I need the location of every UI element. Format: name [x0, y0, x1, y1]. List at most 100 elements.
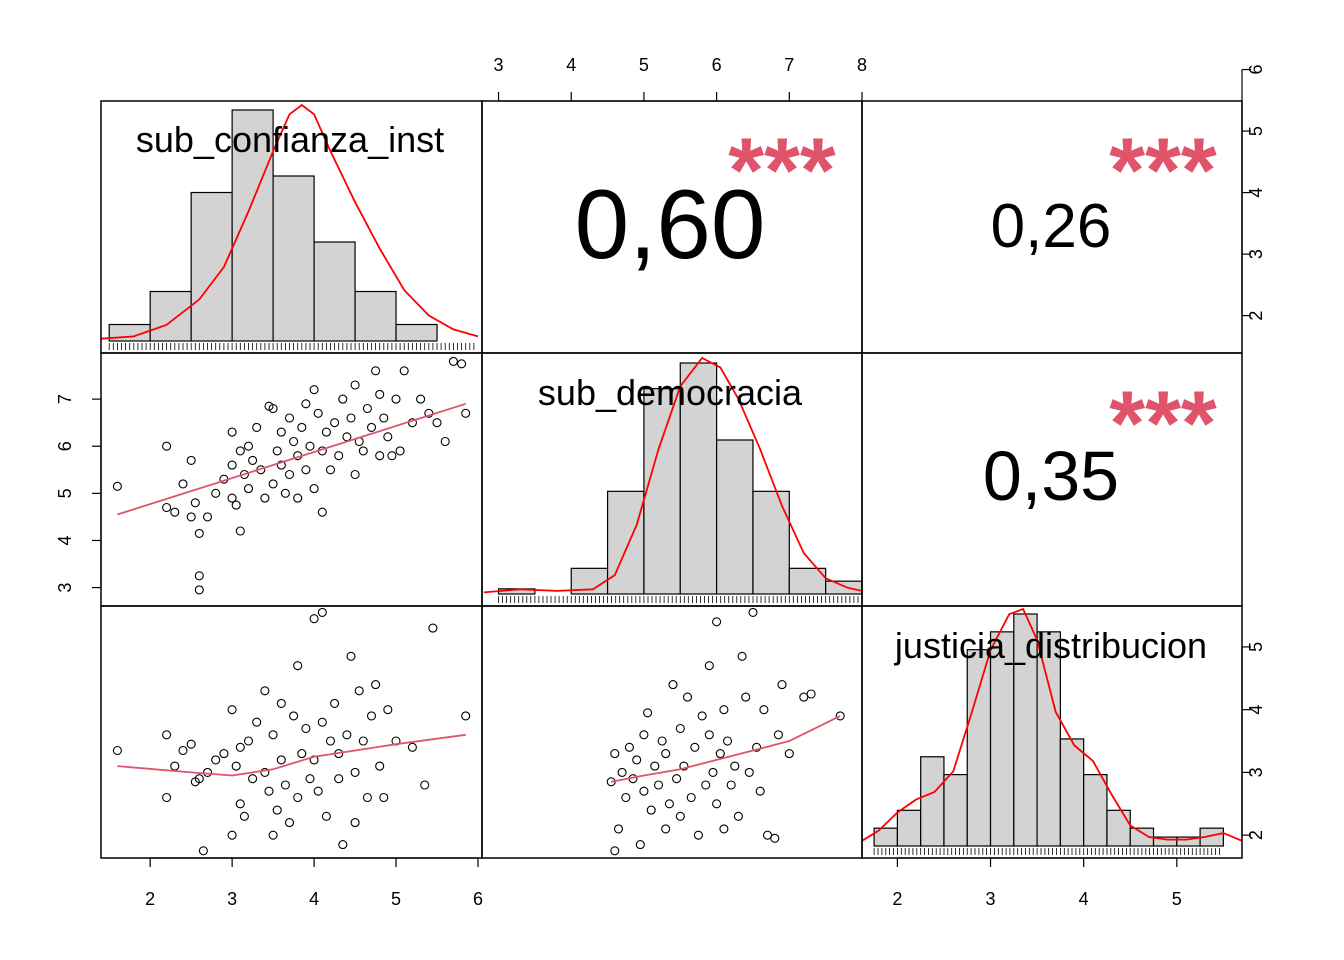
- scatter-point: [231, 500, 241, 510]
- tick-label: 4: [309, 889, 319, 909]
- scatter-point: [770, 833, 780, 843]
- scatter-point: [338, 840, 348, 850]
- scatter-point: [457, 359, 467, 369]
- tick-label: 2: [892, 889, 902, 909]
- tick-label: 7: [55, 394, 75, 404]
- scatter-point: [112, 745, 122, 756]
- scatter-point: [737, 651, 747, 661]
- scatter-point: [346, 651, 356, 661]
- stars-confianza-democracia: ***: [728, 120, 836, 222]
- scatter-point: [264, 786, 274, 796]
- scatter-point: [342, 730, 352, 740]
- tick-label: 3: [494, 55, 504, 75]
- scatter-point: [325, 736, 336, 746]
- panel-border: [481, 605, 863, 859]
- scatter-point: [248, 455, 258, 465]
- tick-label: 6: [55, 441, 75, 451]
- scatter-point: [366, 711, 377, 721]
- scatter-point: [346, 413, 356, 423]
- histogram-bar: [825, 580, 863, 595]
- scatter-point: [243, 441, 254, 451]
- scatter-point: [289, 711, 299, 721]
- scatter-point: [635, 840, 645, 850]
- scatter-point: [178, 479, 188, 489]
- tick-label: 4: [1079, 889, 1089, 909]
- histogram-bar: [272, 175, 315, 342]
- scatter-point: [252, 717, 262, 727]
- scatter-point: [719, 824, 729, 834]
- histogram-bar: [149, 290, 192, 342]
- scatter-point: [284, 413, 295, 423]
- scatter-point: [260, 686, 270, 696]
- scatter-point: [235, 742, 245, 752]
- panel-border: [100, 605, 483, 859]
- smooth-line: [611, 715, 841, 783]
- scatter-point: [243, 484, 254, 494]
- scatter-point: [268, 403, 278, 414]
- density-curve: [100, 103, 479, 340]
- panel-border: [100, 352, 483, 607]
- scatter-point: [350, 380, 360, 390]
- scatter-point: [632, 755, 642, 765]
- scatter-point: [675, 811, 685, 821]
- scatter-point: [704, 730, 714, 740]
- scatter-point: [272, 446, 282, 456]
- scatter-point: [186, 739, 196, 749]
- scatter-point: [162, 502, 172, 513]
- scatter-point: [170, 761, 180, 771]
- scatter-point: [202, 512, 213, 522]
- scatter-point: [317, 717, 327, 727]
- scatter-point: [375, 761, 385, 771]
- scatter-point: [448, 356, 458, 366]
- tick-label: 5: [391, 889, 401, 909]
- scatter-point: [227, 427, 237, 437]
- scatter-point: [686, 792, 696, 803]
- scatter-point: [186, 512, 196, 522]
- scatter-point: [362, 792, 372, 803]
- scatter-point: [162, 441, 172, 451]
- scatter-point: [227, 460, 237, 470]
- matrix-axes: 2 3 4 5 6 3 4 5 6 7 8 2 3 4 5 3 4 5 6 7 2 3 4 5 6 2 3 4 5: [55, 55, 1266, 909]
- scatter-point: [379, 413, 389, 423]
- scatter-point: [268, 730, 278, 740]
- scatter-point: [198, 846, 208, 856]
- scatter-point: [693, 830, 703, 840]
- tick-label: 5: [639, 55, 649, 75]
- scatter-point: [362, 403, 372, 414]
- scatter-point: [334, 451, 344, 461]
- scatter-point: [744, 767, 754, 777]
- scatter-point: [610, 846, 620, 856]
- scatter-point: [407, 742, 417, 752]
- tick-label: 4: [55, 535, 75, 545]
- scatter-point: [371, 680, 381, 690]
- scatter-point: [350, 469, 360, 480]
- histogram-bar: [920, 756, 945, 847]
- scatter-point: [657, 736, 667, 746]
- scatter-point: [741, 692, 751, 702]
- tick-label: 2: [1246, 311, 1266, 321]
- scatter-point: [186, 455, 196, 465]
- tick-label: 6: [712, 55, 722, 75]
- scatter-point: [268, 479, 278, 489]
- scatter-point: [293, 493, 303, 503]
- histogram-bar: [1083, 774, 1108, 847]
- scatter-point: [395, 446, 405, 456]
- scatter-point: [309, 385, 319, 395]
- scatter-point: [162, 792, 172, 803]
- scatter-point: [639, 730, 649, 740]
- scatter-point: [675, 723, 685, 734]
- scatter-point: [276, 698, 286, 708]
- scatter-point: [260, 767, 270, 777]
- scatter-point: [350, 767, 360, 777]
- scatter-point: [639, 786, 649, 796]
- scatter-point: [276, 755, 286, 765]
- matrix-panels: [100, 103, 1243, 856]
- histogram-bar: [716, 439, 754, 595]
- scatter-point: [461, 408, 471, 418]
- corr-confianza-democracia: 0,60: [575, 169, 766, 279]
- scatter-point: [375, 451, 385, 461]
- scatter-point: [653, 780, 664, 790]
- scatter-point: [784, 749, 794, 759]
- scatter-point: [248, 774, 258, 784]
- scatter-point: [712, 617, 722, 627]
